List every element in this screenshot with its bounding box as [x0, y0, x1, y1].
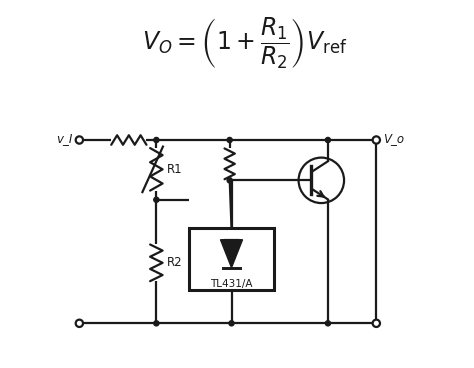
Circle shape	[325, 321, 330, 326]
Circle shape	[154, 137, 159, 142]
Text: R1: R1	[166, 163, 182, 176]
Circle shape	[227, 137, 232, 142]
Text: V_o: V_o	[383, 132, 404, 145]
Bar	[189, 228, 273, 290]
Text: $V_O = \left(1 + \dfrac{R_1}{R_2}\right)V_{\mathrm{ref}}$: $V_O = \left(1 + \dfrac{R_1}{R_2}\right)…	[142, 15, 347, 71]
Text: R2: R2	[166, 256, 182, 269]
Circle shape	[154, 321, 159, 326]
Circle shape	[325, 137, 330, 142]
Circle shape	[154, 197, 159, 202]
Text: v_I: v_I	[56, 132, 73, 145]
Circle shape	[227, 178, 232, 183]
Circle shape	[229, 321, 234, 326]
Polygon shape	[220, 240, 243, 268]
Text: TL431/A: TL431/A	[210, 279, 253, 289]
